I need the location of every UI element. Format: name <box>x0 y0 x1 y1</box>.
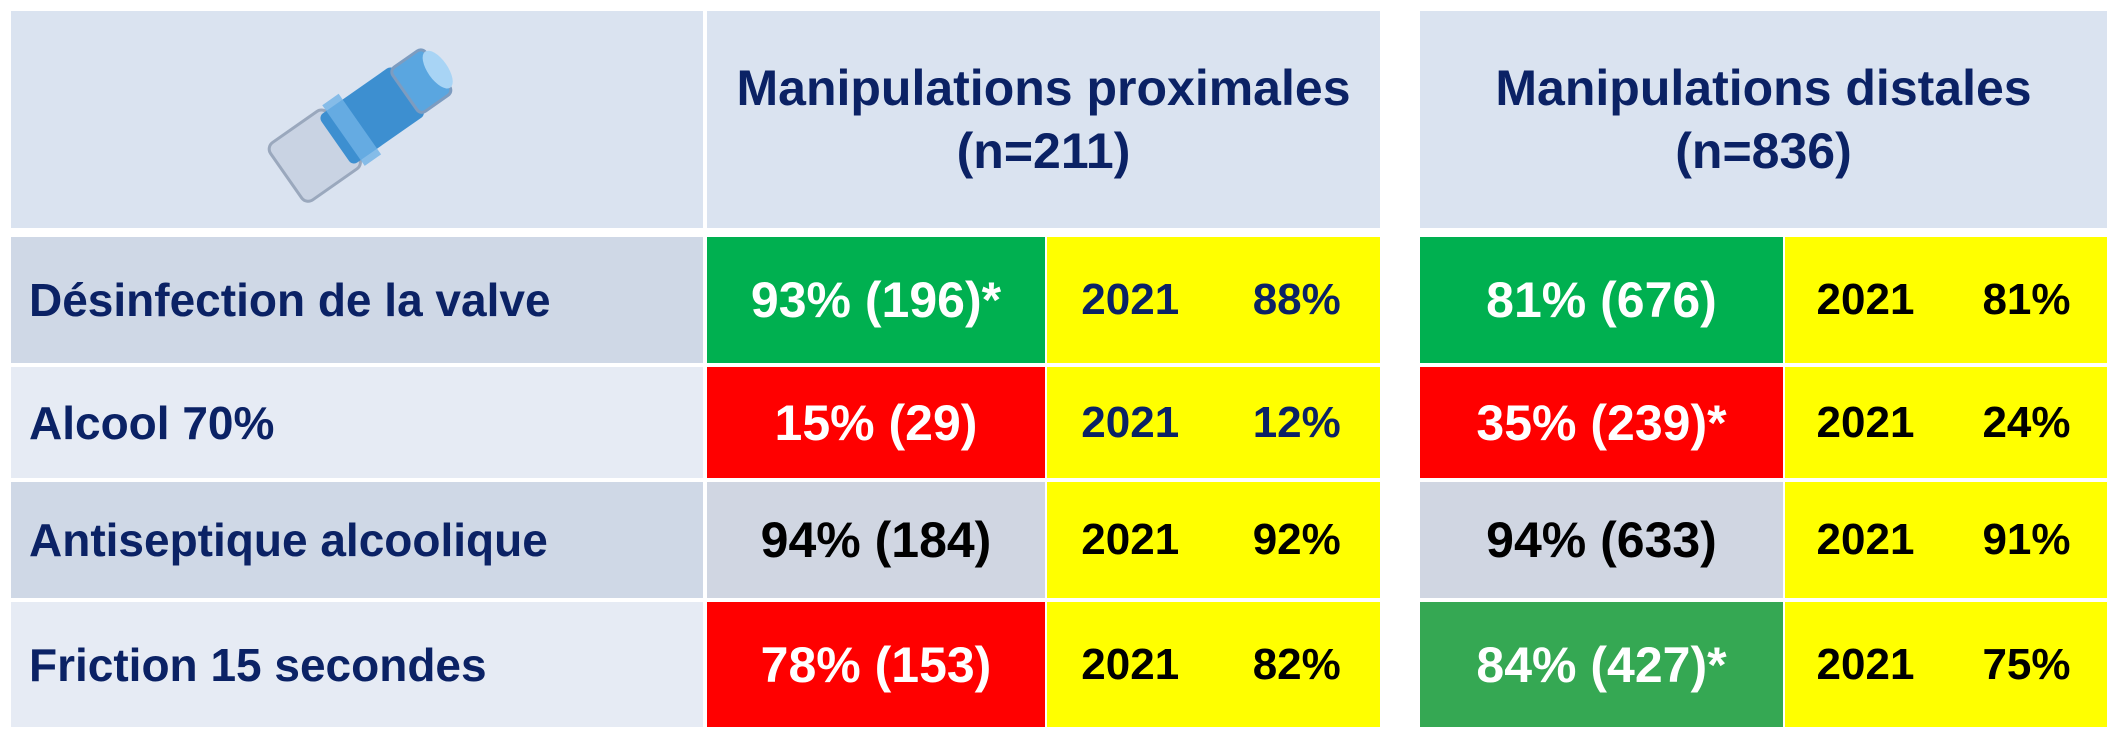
year-cell: 2021 <box>1047 602 1214 727</box>
year-cell: 2021 <box>1785 367 1946 478</box>
year-cell: 2021 <box>1047 367 1214 478</box>
proximal-header: Manipulations proximales (n=211) <box>707 11 1380 228</box>
previous-cell: 88% <box>1214 237 1381 363</box>
previous-cell: 91% <box>1946 482 2107 598</box>
previous-cell: 82% <box>1214 602 1381 727</box>
value-cell: 94% (633) <box>1420 482 1783 598</box>
value-cell: 94% (184) <box>707 482 1045 598</box>
previous-cell: 24% <box>1946 367 2107 478</box>
row-label: Friction 15 secondes <box>11 602 703 727</box>
value-cell: 35% (239)* <box>1420 367 1783 478</box>
icon-cell <box>11 11 703 228</box>
year-cell: 2021 <box>1047 237 1214 363</box>
value-cell: 84% (427)* <box>1420 602 1783 727</box>
year-cell: 2021 <box>1785 237 1946 363</box>
year-cell: 2021 <box>1785 482 1946 598</box>
row-label: Antiseptique alcoolique <box>11 482 703 598</box>
previous-cell: 75% <box>1946 602 2107 727</box>
value-cell: 78% (153) <box>707 602 1045 727</box>
previous-cell: 92% <box>1214 482 1381 598</box>
value-cell: 15% (29) <box>707 367 1045 478</box>
year-cell: 2021 <box>1047 482 1214 598</box>
distal-header: Manipulations distales (n=836) <box>1420 11 2107 228</box>
valve-icon <box>227 20 487 220</box>
previous-cell: 12% <box>1214 367 1381 478</box>
year-cell: 2021 <box>1785 602 1946 727</box>
value-cell: 93% (196)* <box>707 237 1045 363</box>
previous-cell: 81% <box>1946 237 2107 363</box>
row-label: Alcool 70% <box>11 367 703 478</box>
value-cell: 81% (676) <box>1420 237 1783 363</box>
row-label: Désinfection de la valve <box>11 237 703 363</box>
slide: Manipulations proximales (n=211) Manipul… <box>0 0 2107 729</box>
